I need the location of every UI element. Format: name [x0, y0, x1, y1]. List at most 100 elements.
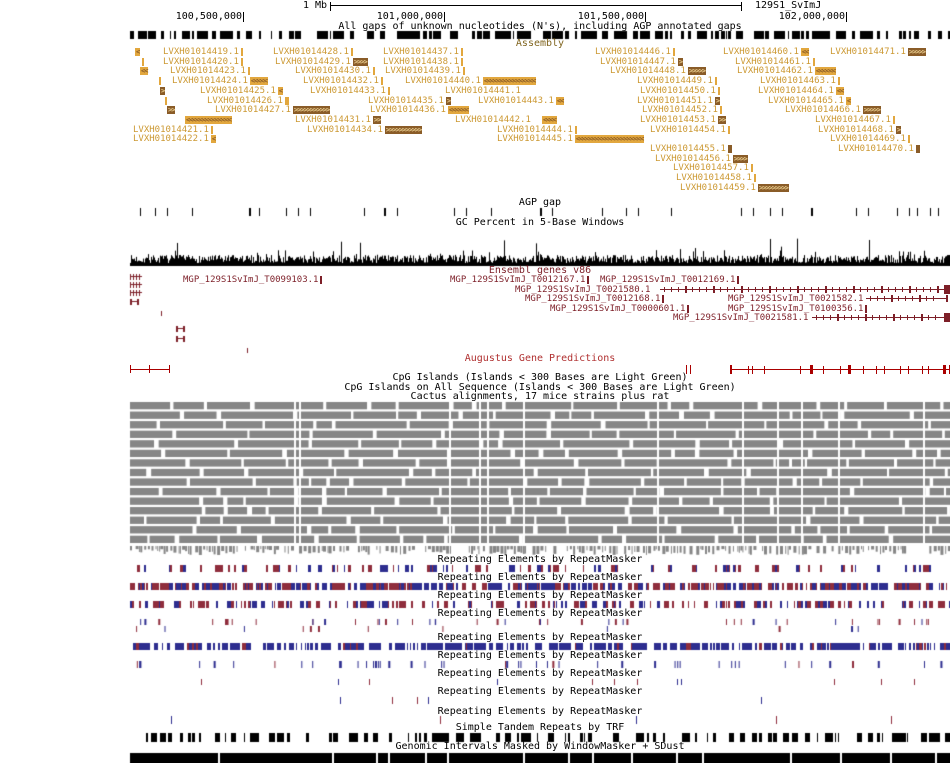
- assembly-contig-fragment[interactable]: [163, 96, 167, 106]
- ensembl-gene-tick: [865, 304, 868, 313]
- assembly-contig[interactable]: LVXH01014458.1: [676, 174, 756, 183]
- track-area-gap-overview[interactable]: [130, 22, 950, 40]
- assembly-contig-fragment[interactable]: <<: [138, 67, 148, 76]
- augustus-gene[interactable]: [730, 365, 950, 374]
- ensembl-gene[interactable]: MGP_129S1SvImJ_T0100356.1: [728, 304, 868, 314]
- assembly-contig[interactable]: LVXH01014424.1 <<<<<: [172, 77, 268, 86]
- assembly-contig[interactable]: LVXH01014452.1: [642, 106, 722, 115]
- assembly-contig[interactable]: LVXH01014449.1: [637, 77, 717, 86]
- assembly-contig[interactable]: LVXH01014427.1 >>>>>>>>>>>: [215, 106, 330, 115]
- assembly-contig[interactable]: LVXH01014430.1: [295, 67, 375, 76]
- assembly-contig[interactable]: LVXH01014455.1: [650, 145, 732, 154]
- assembly-contig[interactable]: LVXH01014454.1: [650, 125, 730, 135]
- track-area-rmsk-9[interactable]: [130, 707, 950, 723]
- assembly-contig[interactable]: LVXH01014420.1: [163, 57, 243, 67]
- assembly-contig[interactable]: LVXH01014431.1 >>: [295, 115, 381, 125]
- assembly-contig-fragment[interactable]: <<<<: [540, 115, 557, 125]
- track-area-rmsk-6[interactable]: [130, 651, 950, 669]
- ensembl-gene[interactable]: MGP_129S1SvImJ_T0000601.1: [550, 304, 690, 314]
- assembly-contig[interactable]: LVXH01014428.1: [273, 48, 353, 57]
- track-area-agp-gap[interactable]: [130, 198, 950, 217]
- ensembl-gene[interactable]: MGP_129S1SvImJ_T0021582.1: [728, 295, 863, 304]
- assembly-contig[interactable]: LVXH01014445.1 <<<<<<<<<<<<<<<<<<<<<: [497, 135, 645, 144]
- assembly-contig[interactable]: LVXH01014461.1: [735, 57, 815, 67]
- assembly-contig[interactable]: LVXH01014467.1: [815, 115, 895, 125]
- assembly-contig[interactable]: LVXH01014441.1: [445, 86, 521, 96]
- gene-exon-tick: [926, 296, 927, 302]
- track-area-cpg-islands-all[interactable]: [130, 383, 950, 392]
- assembly-contig[interactable]: LVXH01014450.1: [640, 86, 720, 96]
- assembly-contig[interactable]: LVXH01014470.1: [838, 145, 920, 154]
- assembly-contig[interactable]: LVXH01014440.1 <<<<<<<<<<<<<<<<: [405, 77, 536, 86]
- assembly-contig[interactable]: LVXH01014451.1 >: [637, 96, 720, 106]
- assembly-contig[interactable]: LVXH01014444.1: [497, 125, 577, 135]
- assembly-contig[interactable]: LVXH01014465.1 <: [768, 96, 851, 106]
- assembly-contig[interactable]: LVXH01014460.1 <<: [723, 48, 809, 57]
- assembly-contig[interactable]: LVXH01014423.1: [170, 67, 250, 76]
- assembly-contig[interactable]: LVXH01014425.1 <: [200, 86, 283, 96]
- track-area-rmsk-7[interactable]: [130, 669, 950, 687]
- track-area-ensembl[interactable]: [130, 266, 950, 352]
- assembly-contig[interactable]: LVXH01014435.1 >: [368, 96, 451, 106]
- assembly-contig[interactable]: LVXH01014434.1 >>>>>>>>>>>: [307, 125, 422, 135]
- track-area-augustus[interactable]: [130, 354, 950, 373]
- assembly-contig-fragment[interactable]: <: [133, 48, 140, 57]
- track-area-rmsk-5[interactable]: [130, 633, 950, 651]
- track-area-windowmasker[interactable]: [130, 742, 950, 763]
- track-area-assembly[interactable]: [130, 39, 950, 193]
- assembly-contig-fragment[interactable]: [157, 77, 161, 86]
- assembly-contig[interactable]: LVXH01014464.1 <<: [758, 86, 844, 96]
- ensembl-gene[interactable]: MGP_129S1SvImJ_T0012168.1: [525, 295, 665, 304]
- assembly-contig[interactable]: LVXH01014459.1 >>>>>>>>>: [680, 183, 789, 193]
- track-area-rmsk-4[interactable]: [130, 609, 950, 633]
- augustus-gene[interactable]: [130, 365, 170, 373]
- assembly-contig[interactable]: LVXH01014432.1: [303, 77, 383, 86]
- assembly-contig[interactable]: LVXH01014437.1: [383, 48, 463, 57]
- gene-exon-tick: [860, 286, 861, 292]
- assembly-contig[interactable]: LVXH01014469.1: [830, 135, 910, 144]
- assembly-contig[interactable]: LVXH01014436.1 <<<<<<: [370, 106, 469, 115]
- track-area-cactus[interactable]: [130, 392, 950, 555]
- assembly-contig[interactable]: LVXH01014462.1 <<<<<<: [737, 67, 836, 76]
- assembly-contig[interactable]: LVXH01014433.1: [310, 86, 390, 96]
- assembly-contig[interactable]: LVXH01014466.1 >>>>>: [785, 106, 881, 115]
- assembly-contig-fragment[interactable]: >: [158, 86, 165, 96]
- assembly-contig[interactable]: LVXH01014453.1 >>: [640, 115, 726, 125]
- ensembl-gene[interactable]: MGP_129S1SvImJ_T0099103.1: [183, 276, 323, 285]
- track-area-rmsk-1[interactable]: [130, 555, 950, 573]
- assembly-contig[interactable]: LVXH01014429.1 >>>>: [275, 57, 368, 67]
- assembly-contig[interactable]: LVXH01014426.1: [207, 96, 289, 106]
- assembly-contig[interactable]: LVXH01014438.1: [383, 57, 463, 67]
- assembly-contig[interactable]: LVXH01014447.1 >: [600, 57, 683, 67]
- assembly-contig[interactable]: LVXH01014448.1 >>>>>: [610, 67, 706, 76]
- assembly-contig-fragment[interactable]: >>: [165, 106, 175, 115]
- ensembl-gene-structure[interactable]: [866, 294, 948, 303]
- track-area-rmsk-3[interactable]: [130, 591, 950, 609]
- track-area-cpg-islands[interactable]: [130, 373, 950, 383]
- track-area-rmsk-8[interactable]: [130, 687, 950, 707]
- assembly-contig[interactable]: LVXH01014456.1 >>>>: [655, 154, 748, 164]
- ensembl-gene[interactable]: MGP_129S1SvImJ_T0021580.1: [515, 285, 650, 295]
- assembly-contig-fragment[interactable]: <<<<<<<<<<<<<<: [183, 115, 232, 125]
- assembly-contig[interactable]: LVXH01014471.1 >>>>>: [830, 48, 926, 57]
- assembly-contig-fragment[interactable]: [140, 57, 144, 67]
- ensembl-gene-structure[interactable]: [812, 313, 950, 323]
- assembly-contig[interactable]: LVXH01014421.1: [133, 125, 213, 135]
- assembly-contig[interactable]: LVXH01014422.1 <: [133, 135, 216, 144]
- assembly-contig[interactable]: LVXH01014457.1: [673, 164, 753, 173]
- assembly-contig[interactable]: LVXH01014468.1 >: [818, 125, 901, 135]
- assembly-contig[interactable]: LVXH01014443.1 <<: [478, 96, 564, 106]
- assembly-contig[interactable]: LVXH01014439.1: [385, 67, 465, 76]
- assembly-contig[interactable]: LVXH01014419.1: [163, 48, 243, 57]
- track-area-gc-percent[interactable]: [130, 218, 950, 266]
- ensembl-gene-structure[interactable]: [660, 284, 950, 294]
- track-area-trf[interactable]: [130, 723, 950, 743]
- ensembl-gene[interactable]: MGP_129S1SvImJ_T0012169.1: [600, 276, 740, 285]
- ensembl-gene[interactable]: MGP_129S1SvImJ_T0012167.1: [450, 276, 590, 285]
- assembly-contig[interactable]: LVXH01014463.1: [760, 77, 840, 86]
- augustus-exon-pair[interactable]: [686, 365, 692, 374]
- assembly-contig[interactable]: LVXH01014446.1: [595, 48, 675, 57]
- track-area-rmsk-2[interactable]: [130, 573, 950, 591]
- ensembl-gene[interactable]: MGP_129S1SvImJ_T0021581.1: [673, 314, 808, 323]
- assembly-contig[interactable]: LVXH01014442.1: [455, 115, 531, 125]
